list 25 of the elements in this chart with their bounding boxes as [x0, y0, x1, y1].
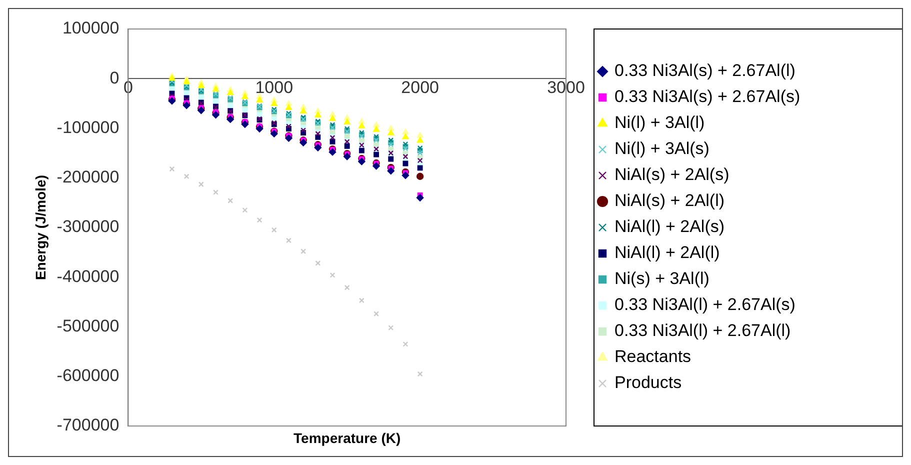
legend-label: Ni(l) + 3Al(l): [614, 113, 705, 132]
y-tick-label: -700000: [56, 416, 120, 435]
legend-label: 0.33 Ni3Al(s) + 2.67Al(l): [614, 61, 796, 80]
legend-label: Ni(l) + 3Al(s): [614, 139, 710, 158]
x-tick-label: 2000: [401, 78, 439, 98]
legend-label: 0.33 Ni3Al(l) + 2.67Al(l): [614, 321, 791, 340]
y-tick-label: -200000: [56, 168, 120, 187]
x-axis-title: Temperature (K): [294, 430, 401, 446]
y-tick-label: -100000: [56, 118, 120, 137]
y-tick-label: 100000: [62, 18, 120, 38]
y-axis-title: Energy (J/mole): [32, 174, 48, 280]
legend-label: Reactants: [614, 347, 692, 366]
y-tick-label: -600000: [56, 366, 120, 386]
legend-label: 0.33 Ni3Al(s) + 2.67Al(s): [614, 87, 800, 106]
legend-label: NiAl(l) + 2Al(l): [614, 243, 720, 262]
legend-label: NiAl(s) + 2Al(l): [614, 191, 725, 210]
y-tick-label: -500000: [56, 316, 120, 336]
legend-label: NiAl(l) + 2Al(s): [614, 217, 725, 236]
legend-label: 0.33 Ni3Al(l) + 2.67Al(s): [614, 295, 796, 314]
legend-label: Ni(s) + 3Al(l): [614, 269, 710, 288]
legend-label: NiAl(s) + 2Al(s): [614, 165, 730, 184]
x-tick-label: 1000: [255, 78, 294, 98]
y-tick-label: -400000: [56, 266, 120, 286]
legend-label: Products: [614, 373, 682, 392]
y-tick-label: -300000: [56, 217, 120, 236]
